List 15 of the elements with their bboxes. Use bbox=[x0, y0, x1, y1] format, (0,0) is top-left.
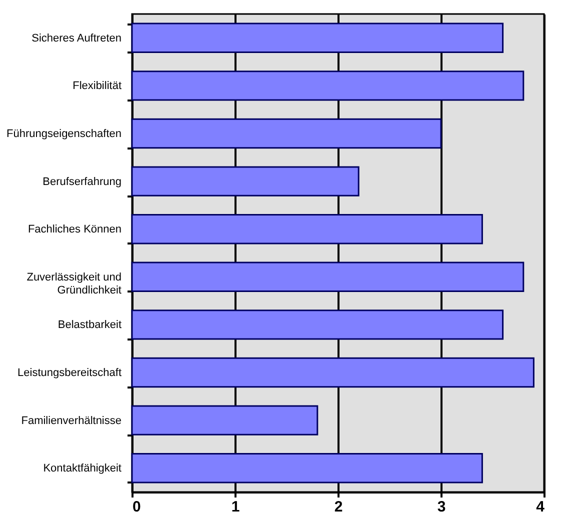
y-tick-label: Berufserfahrung bbox=[42, 176, 122, 188]
y-tick-label: Fachliches Können bbox=[28, 224, 122, 236]
y-tick-label: Belastbarkeit bbox=[58, 319, 122, 332]
x-tick-label: 4 bbox=[536, 498, 546, 516]
x-tick-label: 0 bbox=[132, 498, 141, 516]
y-tick-label: Familienverhältnisse bbox=[21, 414, 122, 427]
y-tick-label: Zuverlässigkeit und Gründlichkeit bbox=[26, 271, 122, 296]
y-tick-label: Leistungsbereitschaft bbox=[18, 367, 122, 379]
x-tick-label: 1 bbox=[231, 498, 240, 516]
y-tick-label: Flexibilität bbox=[72, 80, 122, 92]
x-tick-label: 3 bbox=[437, 498, 446, 516]
y-tick-label: Kontaktfähigkeit bbox=[43, 462, 122, 475]
y-tick-label: Sicheres Auftreten bbox=[32, 32, 122, 44]
x-tick-label: 2 bbox=[334, 498, 343, 516]
y-tick-label: Führungseigenschaften bbox=[6, 128, 122, 140]
